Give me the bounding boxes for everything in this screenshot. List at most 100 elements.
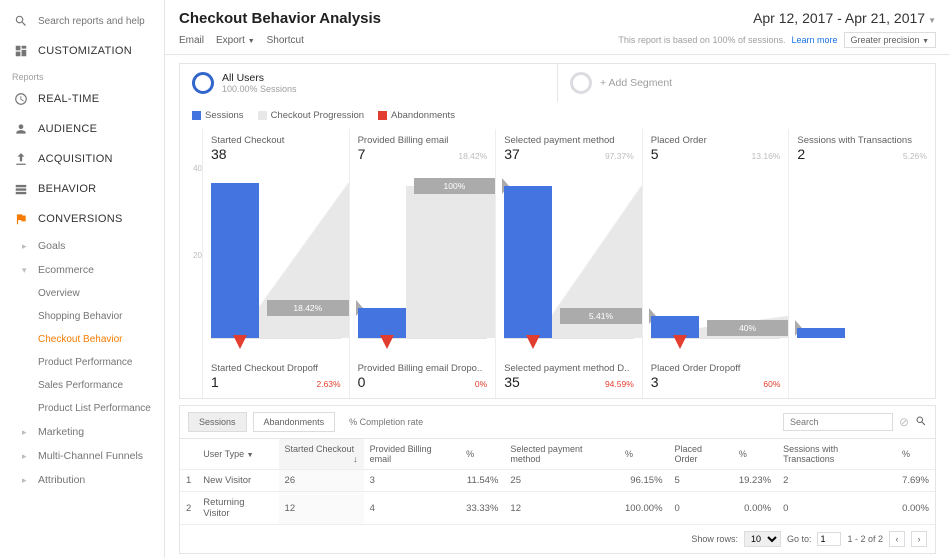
segment-ring-icon — [192, 72, 214, 94]
col-payment[interactable]: Selected payment method — [504, 439, 619, 470]
step-chart: 40% — [651, 168, 781, 338]
flow-label: 40% — [707, 320, 789, 336]
clock-icon — [12, 90, 30, 108]
col-pct[interactable]: % — [733, 439, 777, 470]
clear-icon[interactable]: ⊘ — [899, 415, 909, 429]
drop-name: Placed Order Dropoff — [651, 363, 781, 374]
sidebar-shopping-behavior[interactable]: Shopping Behavior — [0, 305, 164, 328]
drop-arrow-icon — [380, 335, 394, 349]
step-value: 37 — [504, 146, 520, 162]
page-input[interactable] — [817, 532, 841, 546]
shortcut-action[interactable]: Shortcut — [267, 35, 304, 46]
step-chart: 18.42% — [211, 168, 341, 338]
funnel-step[interactable]: Selected payment method 3797.37% 5.41% S… — [495, 129, 642, 398]
col-billing[interactable]: Provided Billing email — [364, 439, 461, 470]
search-row[interactable] — [0, 6, 164, 36]
tab-sessions[interactable]: Sessions — [188, 412, 247, 432]
sidebar-product-list-perf[interactable]: Product List Performance — [0, 397, 164, 420]
sidebar-audience-label: AUDIENCE — [38, 123, 97, 135]
table-search-input[interactable] — [783, 413, 893, 431]
sidebar-product-perf[interactable]: Product Performance — [0, 351, 164, 374]
main: Checkout Behavior Analysis Apr 12, 2017 … — [165, 0, 950, 558]
rows-select[interactable]: 10 — [744, 531, 781, 547]
export-action[interactable]: Export ▼ — [216, 35, 255, 46]
sidebar-realtime[interactable]: REAL-TIME — [0, 84, 164, 114]
sidebar-customization[interactable]: CUSTOMIZATION — [0, 36, 164, 66]
bar — [504, 186, 552, 338]
col-started-checkout[interactable]: Started Checkout ↓ — [279, 439, 364, 470]
funnel-chart: Started Checkout 38 18.42% Started Check… — [202, 129, 935, 398]
caret-right-icon: ▸ — [22, 241, 32, 252]
legend: Sessions Checkout Progression Abandonmen… — [180, 102, 935, 129]
search-input[interactable] — [38, 16, 148, 27]
dashboard-icon — [12, 42, 30, 60]
sidebar-customization-label: CUSTOMIZATION — [38, 45, 132, 57]
sidebar-ecommerce[interactable]: ▾Ecommerce — [0, 258, 164, 282]
caret-right-icon: ▸ — [22, 475, 32, 486]
segment-title: All Users — [222, 72, 297, 84]
acquisition-icon — [12, 150, 30, 168]
sidebar-audience[interactable]: AUDIENCE — [0, 114, 164, 144]
flag-icon — [12, 210, 30, 228]
pager: Show rows: 10 Go to: 1 - 2 of 2 ‹ › — [180, 525, 935, 553]
email-action[interactable]: Email — [179, 35, 204, 46]
drop-arrow-icon — [526, 335, 540, 349]
drop-value: 35 — [504, 374, 520, 390]
sidebar-acquisition-label: ACQUISITION — [38, 153, 113, 165]
drop-arrow-icon — [233, 335, 247, 349]
tab-completion[interactable]: % Completion rate — [349, 417, 423, 427]
search-icon — [12, 12, 30, 30]
sidebar-acquisition[interactable]: ACQUISITION — [0, 144, 164, 174]
step-chart: 100% — [358, 168, 488, 338]
segment-subtitle: 100.00% Sessions — [222, 84, 297, 94]
drop-value: 0 — [358, 374, 366, 390]
page-range: 1 - 2 of 2 — [847, 534, 883, 544]
col-placed[interactable]: Placed Order — [669, 439, 733, 470]
sidebar: CUSTOMIZATION Reports REAL-TIME AUDIENCE… — [0, 0, 165, 558]
step-name: Started Checkout — [211, 135, 341, 146]
funnel-step[interactable]: Placed Order 513.16% 40% Placed Order Dr… — [642, 129, 789, 398]
segment-all-users[interactable]: All Users 100.00% Sessions — [180, 64, 557, 102]
date-range-picker[interactable]: Apr 12, 2017 - Apr 21, 2017▼ — [753, 10, 936, 26]
precision-selector[interactable]: Greater precision ▼ — [844, 32, 936, 48]
sidebar-behavior-label: BEHAVIOR — [38, 183, 96, 195]
next-page[interactable]: › — [911, 531, 927, 547]
drop-arrow-icon — [673, 335, 687, 349]
sidebar-sales-perf[interactable]: Sales Performance — [0, 374, 164, 397]
flow-label: 18.42% — [267, 300, 349, 316]
funnel-step[interactable]: Provided Billing email 718.42% 100% Prov… — [349, 129, 496, 398]
sidebar-behavior[interactable]: BEHAVIOR — [0, 174, 164, 204]
segment-ring-grey-icon — [570, 72, 592, 94]
col-pct[interactable]: % — [619, 439, 669, 470]
step-chart: 5.41% — [504, 168, 634, 338]
col-pct[interactable]: % — [460, 439, 504, 470]
legend-swatch-sessions — [192, 111, 201, 120]
search-icon[interactable] — [915, 415, 927, 430]
learn-more-link[interactable]: Learn more — [791, 35, 837, 45]
drop-pct: 60% — [763, 379, 780, 389]
sidebar-marketing[interactable]: ▸Marketing — [0, 420, 164, 444]
col-transactions[interactable]: Sessions with Transactions — [777, 439, 896, 470]
funnel-step[interactable]: Sessions with Transactions 25.26% .. — [788, 129, 935, 398]
sidebar-conversions[interactable]: CONVERSIONS — [0, 204, 164, 234]
sidebar-overview[interactable]: Overview — [0, 282, 164, 305]
table-row[interactable]: 1 New Visitor 26 311.54% 2596.15% 519.23… — [180, 470, 935, 492]
sidebar-mcf[interactable]: ▸Multi-Channel Funnels — [0, 444, 164, 468]
chevron-down-icon: ▼ — [928, 16, 936, 25]
sidebar-checkout-behavior[interactable]: Checkout Behavior — [0, 328, 164, 351]
col-user-type[interactable]: User Type ▼ — [197, 439, 278, 470]
sidebar-attribution[interactable]: ▸Attribution — [0, 468, 164, 492]
caret-down-icon: ▾ — [22, 265, 32, 276]
step-name: Provided Billing email — [358, 135, 488, 146]
table-row[interactable]: 2 Returning Visitor 12 433.33% 12100.00%… — [180, 492, 935, 525]
tab-abandonments[interactable]: Abandonments — [253, 412, 336, 432]
sidebar-realtime-label: REAL-TIME — [38, 93, 99, 105]
col-pct[interactable]: % — [896, 439, 935, 470]
y-axis: 40 20 — [180, 129, 202, 398]
sidebar-goals[interactable]: ▸Goals — [0, 234, 164, 258]
add-segment[interactable]: + Add Segment — [557, 64, 935, 102]
step-pct: 13.16% — [752, 151, 781, 161]
step-name: Selected payment method — [504, 135, 634, 146]
prev-page[interactable]: ‹ — [889, 531, 905, 547]
funnel-step[interactable]: Started Checkout 38 18.42% Started Check… — [202, 129, 349, 398]
